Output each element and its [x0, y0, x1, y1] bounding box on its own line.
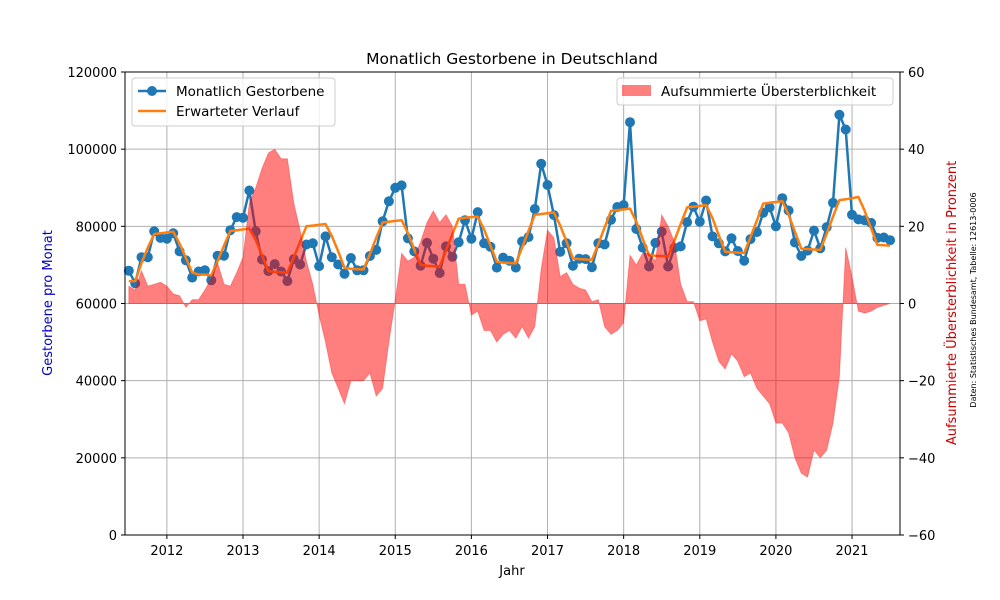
x-tick-label: 2018	[607, 544, 640, 559]
monthly-deaths-point	[307, 238, 318, 249]
monthly-deaths-point	[739, 255, 750, 266]
monthly-deaths-point	[618, 200, 629, 211]
source-note: Daten: Statistisches Bundesamt, Tabelle:…	[969, 192, 978, 407]
y-axis-label-left: Gestorbene pro Monat	[41, 230, 56, 376]
chart-title: Monatlich Gestorbene in Deutschland	[366, 50, 658, 68]
monthly-deaths-point	[123, 265, 134, 276]
monthly-deaths-point	[326, 252, 337, 263]
monthly-deaths-point	[726, 233, 737, 244]
monthly-deaths-point	[339, 268, 350, 279]
monthly-deaths-point	[536, 158, 547, 169]
monthly-deaths-point	[320, 231, 331, 242]
monthly-deaths-point	[828, 197, 838, 208]
monthly-deaths-point	[701, 195, 712, 206]
monthly-deaths-point	[314, 261, 325, 272]
legend-entry-deaths: Monatlich Gestorbene	[176, 84, 324, 100]
monthly-deaths-point	[383, 196, 394, 207]
monthly-deaths-point	[396, 180, 407, 191]
x-tick-label: 2013	[226, 544, 259, 559]
monthly-deaths-point	[345, 253, 356, 263]
monthly-deaths-point	[694, 216, 705, 227]
x-tick-label: 2015	[379, 544, 412, 559]
x-tick-label: 2017	[531, 544, 564, 559]
x-tick-label: 2021	[835, 544, 868, 559]
x-tick-label: 2019	[683, 544, 716, 559]
monthly-deaths-point	[491, 262, 502, 273]
monthly-deaths-point	[453, 237, 464, 248]
y-tick-label-right: −60	[908, 529, 935, 544]
y-tick-label-left: 80000	[76, 220, 117, 235]
monthly-deaths-point	[802, 245, 813, 256]
y-tick-label-left: 100000	[67, 143, 117, 158]
y-tick-label-left: 20000	[76, 452, 117, 467]
x-tick-label: 2014	[303, 544, 336, 559]
monthly-deaths-point	[707, 231, 718, 242]
legend-entry-excess: Aufsummierte Übersterblichkeit	[661, 82, 876, 100]
y-axis-label-right: Aufsummierte Übersterblichkeit in Pronze…	[943, 161, 960, 445]
x-tick-label: 2016	[455, 544, 488, 559]
monthly-deaths-point	[599, 239, 610, 250]
legend-right-frame	[616, 77, 894, 106]
excess-mortality-area-top	[128, 148, 891, 478]
y-tick-label-left: 40000	[76, 375, 117, 390]
y-tick-label-right: −40	[908, 452, 935, 467]
line-series-layer	[123, 109, 896, 289]
monthly-deaths-point	[840, 124, 851, 135]
monthly-deaths-point	[244, 185, 255, 196]
monthly-deaths-point	[510, 262, 521, 273]
monthly-deaths-point	[555, 246, 566, 257]
excess-mortality-area-overlay	[128, 148, 891, 478]
legend-excess-swatch-icon	[622, 85, 651, 96]
y-tick-label-left: 60000	[76, 298, 117, 313]
legend-entry-expected: Erwarteter Verlauf	[176, 104, 301, 120]
y-tick-label-right: 40	[908, 143, 925, 158]
monthly-deaths-point	[625, 117, 635, 128]
monthly-deaths-point	[542, 180, 553, 190]
legend-right: Aufsummierte Übersterblichkeit	[616, 77, 894, 106]
monthly-deaths-point	[682, 217, 693, 228]
x-tick-label: 2020	[759, 544, 792, 559]
y-tick-label-left: 0	[109, 529, 117, 544]
x-tick-label: 2012	[150, 544, 183, 559]
monthly-deaths-point	[333, 259, 344, 270]
y-tick-label-right: 20	[908, 220, 925, 235]
y-tick-label-left: 120000	[67, 66, 117, 81]
monthly-deaths-point	[586, 262, 597, 273]
legend-left-frame	[131, 77, 336, 127]
monthly-deaths-point	[834, 109, 845, 120]
legend-left: Monatlich Gestorbene Erwarteter Verlauf	[131, 77, 336, 127]
axes: 2012 2013 2014 2015 2016 2017 2018 2019 2020 2021…	[67, 66, 935, 559]
monthly-deaths-point	[675, 241, 686, 252]
monthly-deaths-point	[770, 221, 781, 232]
y-tick-label-right: −20	[908, 375, 935, 390]
monthly-deaths-point	[567, 260, 578, 271]
monthly-deaths-point	[809, 225, 819, 236]
monthly-deaths-point	[764, 202, 775, 213]
monthly-deaths-point	[466, 233, 477, 244]
monthly-deaths-point	[732, 246, 743, 256]
y-tick-label-right: 0	[908, 298, 916, 313]
monthly-deaths-point	[529, 204, 540, 214]
x-axis-label: Jahr	[498, 564, 525, 579]
monthly-deaths-point	[238, 212, 248, 223]
y-tick-label-right: 60	[908, 66, 925, 81]
plot-frame	[124, 71, 901, 536]
monthly-deaths-point	[472, 207, 483, 218]
monthly-deaths-point	[885, 235, 896, 246]
monthly-deaths-point	[187, 272, 198, 283]
legend-deaths-marker-icon	[147, 86, 157, 96]
monthly-deaths-point	[199, 265, 210, 276]
